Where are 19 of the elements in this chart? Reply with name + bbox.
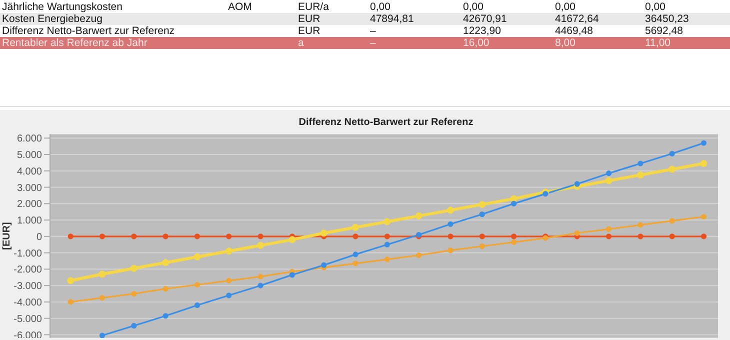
- text: Rentabler als Referenz ab Jahr a – 16,00 8,00 11,00: [2, 37, 670, 49]
- y-tick-label: 1.000: [16, 216, 42, 227]
- y-tick-label: 3.000: [16, 182, 42, 194]
- y-tick-label: -6.000: [14, 330, 42, 340]
- y-tick-label: 4.000: [16, 166, 42, 178]
- y-tick-label: 5.000: [16, 150, 42, 162]
- y-tick-label: -1.000: [14, 248, 42, 260]
- y-tick-label: 0: [36, 232, 42, 243]
- y-tick-label: 6.000: [16, 134, 42, 145]
- y-tick-label: 2.000: [16, 199, 42, 210]
- text: Jährliche Wartungskosten AOM EUR/a 0,00 0,00 0,00 0,00: [2, 1, 666, 13]
- y-tick-label: -3.000: [14, 281, 42, 292]
- y-tick-label: -2.000: [14, 264, 42, 276]
- y-tick-label: -5.000: [14, 314, 42, 325]
- y-axis-title: [EUR]: [2, 222, 13, 250]
- text: Kosten Energiebezug EUR 47894,81 42670,91 41672,64 36450,23: [2, 13, 689, 25]
- y-tick-label: -4.000: [14, 298, 42, 308]
- text: Differenz Netto-Barwert zur Referenz EUR – 1223,90 4469,48 5692,48: [2, 25, 683, 37]
- chart-title: Differenz Netto-Barwert zur Referenz: [298, 117, 474, 128]
